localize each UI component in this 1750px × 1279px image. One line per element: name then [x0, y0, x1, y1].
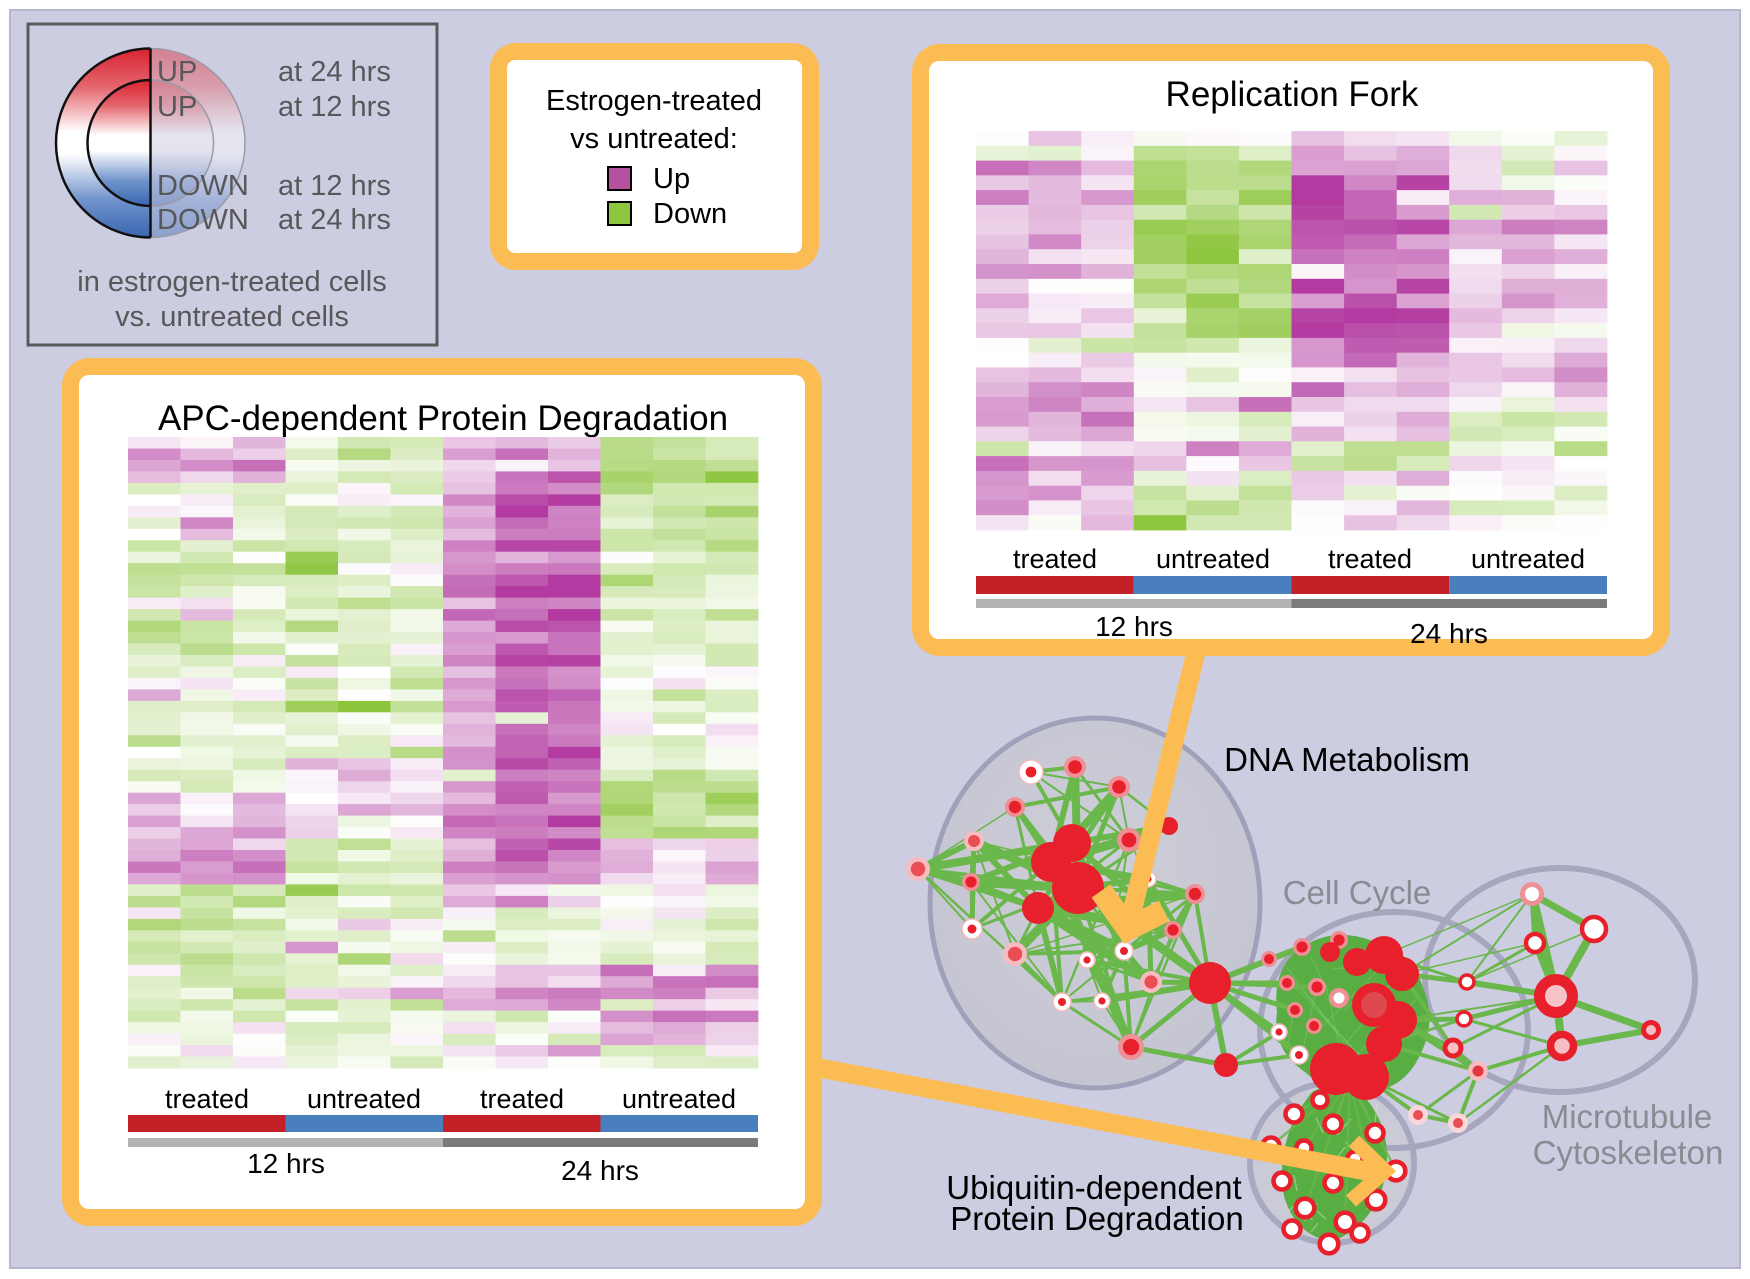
svg-text:DNA Metabolism: DNA Metabolism — [1224, 741, 1470, 778]
svg-text:untreated: untreated — [1156, 544, 1270, 574]
svg-text:Down: Down — [653, 198, 727, 230]
svg-text:vs. untreated cells: vs. untreated cells — [115, 301, 349, 333]
svg-text:Protein Degradation: Protein Degradation — [950, 1200, 1244, 1237]
svg-text:at 24 hrs: at 24 hrs — [278, 56, 391, 88]
svg-text:Microtubule: Microtubule — [1542, 1098, 1713, 1135]
svg-text:treated: treated — [480, 1084, 564, 1114]
svg-text:Ubiquitin-dependent: Ubiquitin-dependent — [946, 1169, 1241, 1206]
svg-text:UP: UP — [157, 91, 197, 123]
svg-text:at 24 hrs: at 24 hrs — [278, 204, 391, 236]
svg-text:DOWN: DOWN — [157, 204, 249, 236]
svg-text:Cell Cycle: Cell Cycle — [1283, 874, 1432, 911]
svg-text:treated: treated — [1328, 544, 1412, 574]
svg-text:untreated: untreated — [622, 1084, 736, 1114]
svg-text:untreated: untreated — [1471, 544, 1585, 574]
svg-text:at 12 hrs: at 12 hrs — [278, 170, 391, 202]
svg-text:Replication Fork: Replication Fork — [1166, 75, 1419, 114]
svg-text:Cytoskeleton: Cytoskeleton — [1533, 1134, 1724, 1171]
svg-text:vs untreated:: vs untreated: — [570, 123, 738, 155]
svg-text:APC-dependent Protein Degradat: APC-dependent Protein Degradation — [158, 399, 728, 438]
svg-text:at 12 hrs: at 12 hrs — [278, 91, 391, 123]
svg-text:DOWN: DOWN — [157, 170, 249, 202]
svg-text:in estrogen-treated cells: in estrogen-treated cells — [77, 266, 387, 298]
svg-text:12 hrs: 12 hrs — [247, 1148, 325, 1179]
svg-text:Up: Up — [653, 163, 690, 195]
svg-text:untreated: untreated — [307, 1084, 421, 1114]
svg-text:24 hrs: 24 hrs — [561, 1155, 639, 1186]
svg-text:UP: UP — [157, 56, 197, 88]
svg-text:Estrogen-treated: Estrogen-treated — [546, 85, 762, 117]
svg-text:12 hrs: 12 hrs — [1095, 611, 1173, 642]
svg-text:treated: treated — [165, 1084, 249, 1114]
svg-text:24 hrs: 24 hrs — [1410, 618, 1488, 649]
svg-text:treated: treated — [1013, 544, 1097, 574]
